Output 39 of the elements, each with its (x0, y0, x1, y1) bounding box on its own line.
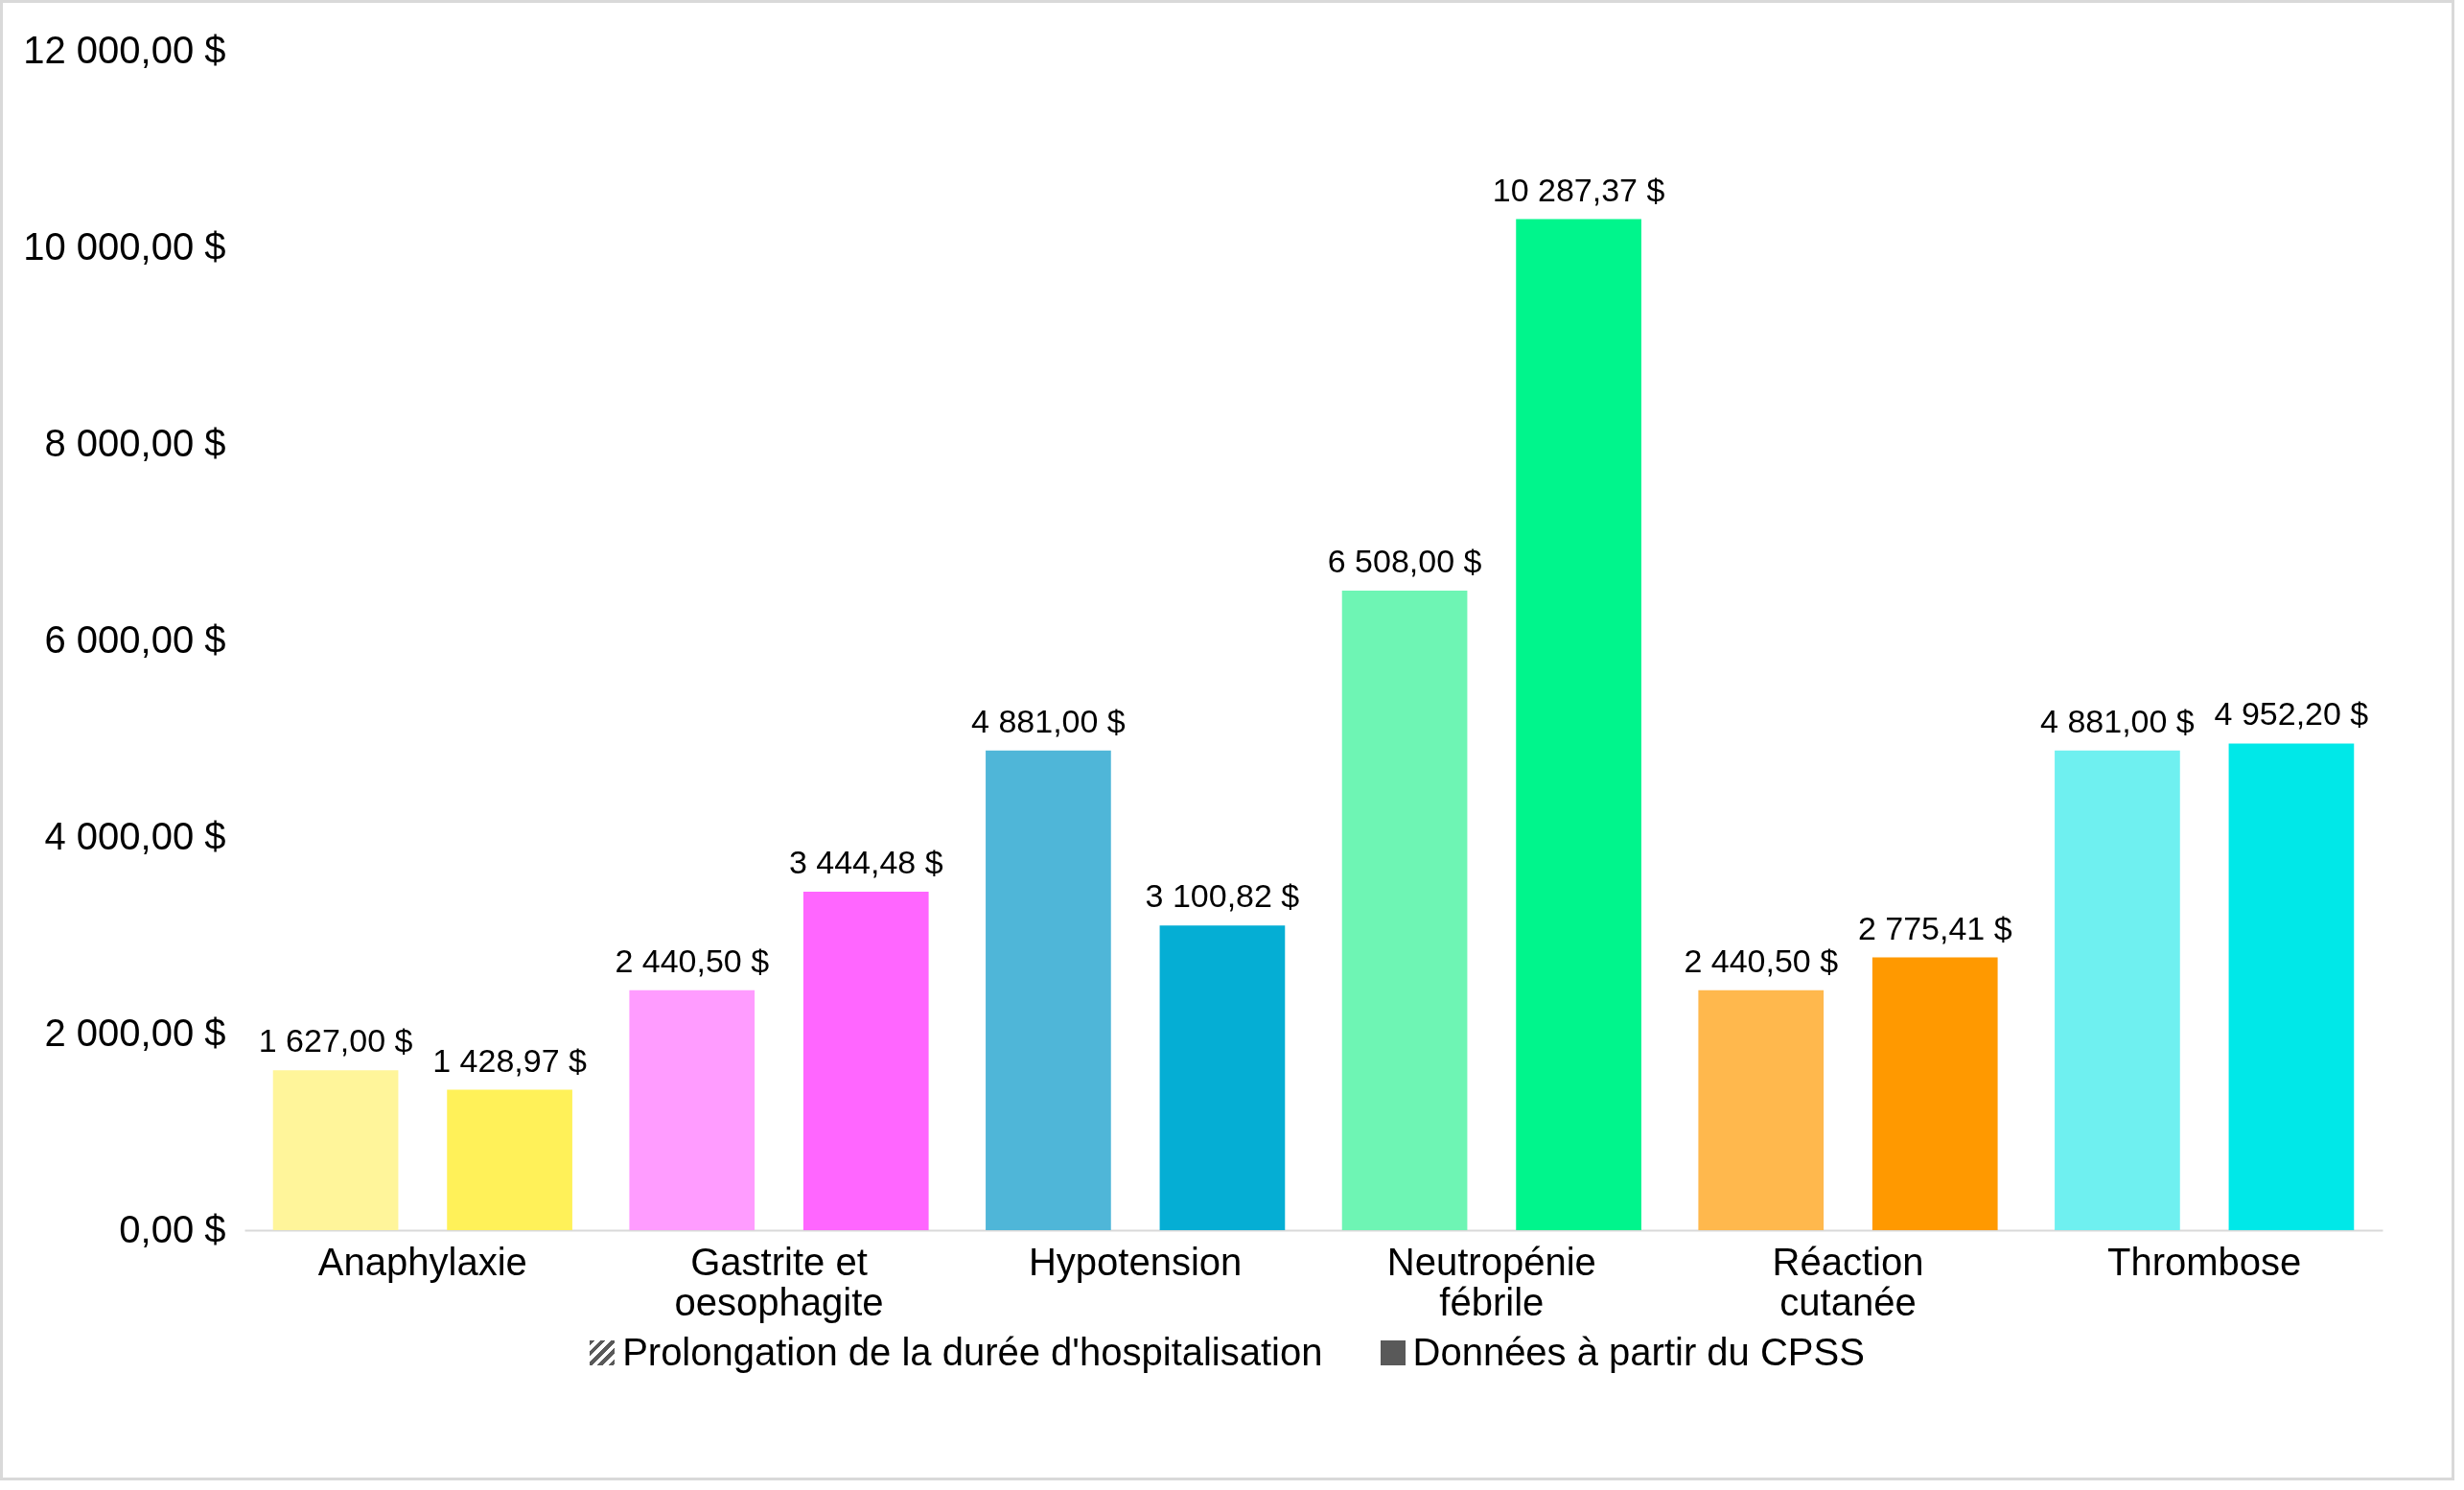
x-tick-label: Réaction cutanée (1772, 1240, 1924, 1323)
data-label: 4 952,20 $ (2214, 695, 2369, 733)
bar (1516, 219, 1641, 1230)
x-tick-label: Anaphylaxie (317, 1240, 527, 1283)
x-tick-label: Neutropénie fébrile (1386, 1240, 1596, 1323)
y-tick-label: 2 000,00 $ (44, 1011, 226, 1054)
bar (447, 1089, 572, 1230)
data-label: 2 440,50 $ (1684, 942, 1839, 979)
x-tick-label: Gastrite et oesophagite (674, 1240, 884, 1323)
bar (802, 891, 929, 1230)
y-tick-label: 0,00 $ (119, 1207, 226, 1250)
data-label: 3 444,48 $ (788, 843, 943, 880)
data-label: 1 428,97 $ (432, 1041, 588, 1079)
bar (1159, 925, 1286, 1230)
data-label: 4 881,00 $ (2040, 702, 2195, 739)
y-tick-label: 10 000,00 $ (23, 224, 226, 268)
bar (2228, 743, 2355, 1230)
bar (986, 750, 1111, 1230)
y-tick-label: 4 000,00 $ (44, 814, 226, 857)
bar (272, 1070, 399, 1230)
y-tick-label: 8 000,00 $ (44, 421, 226, 464)
bar (1871, 957, 1998, 1230)
bar (1698, 989, 1825, 1230)
x-tick-label: Hypotension (1028, 1240, 1243, 1283)
x-tick-label: Thrombose (2107, 1240, 2302, 1283)
data-label: 4 881,00 $ (971, 702, 1126, 739)
bar (629, 989, 755, 1230)
data-label: 2 775,41 $ (1857, 909, 2012, 946)
data-label: 6 508,00 $ (1327, 542, 1482, 579)
bar (1341, 590, 1468, 1230)
bar (2055, 750, 2180, 1230)
data-label: 3 100,82 $ (1145, 877, 1300, 915)
y-tick-label: 6 000,00 $ (44, 617, 226, 661)
legend-label: Prolongation de la durée d'hospitalisation (622, 1331, 1323, 1374)
text: Données à partir du CPSS (1412, 1331, 1865, 1374)
data-label: 1 627,00 $ (258, 1022, 413, 1059)
data-label: 10 287,37 $ (1492, 171, 1665, 208)
data-label: 2 440,50 $ (615, 942, 770, 979)
y-tick-label: 12 000,00 $ (23, 28, 226, 71)
